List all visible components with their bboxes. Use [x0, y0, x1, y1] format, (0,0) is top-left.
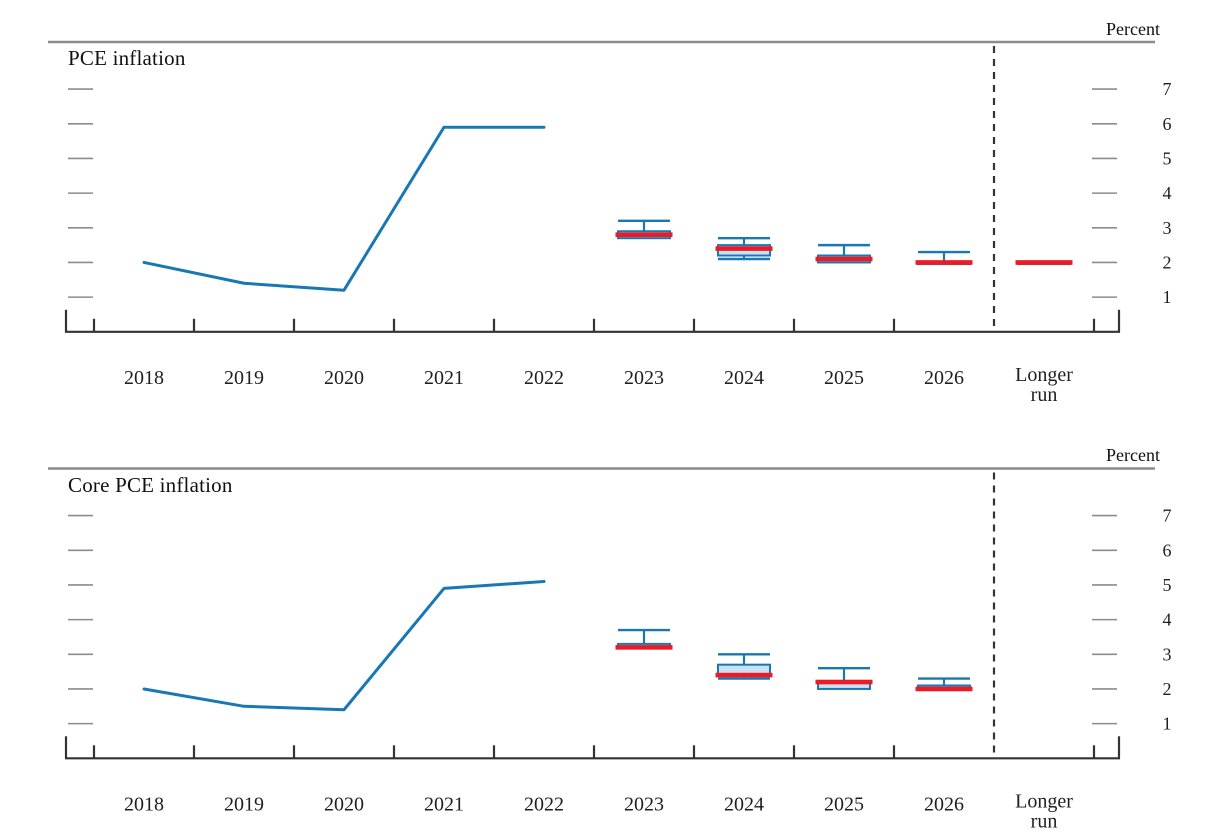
- y-tick-label: 7: [1163, 79, 1172, 99]
- x-label-year: 2026: [924, 794, 964, 816]
- x-label-year: 2021: [424, 367, 464, 389]
- pce-inflation-title: PCE inflation: [68, 46, 186, 70]
- core-pce-percent-axis-label: Percent: [1106, 445, 1160, 465]
- projection-2024: [715, 236, 773, 261]
- projection-2024: [715, 653, 773, 680]
- y-tick-label: 4: [1163, 183, 1172, 203]
- y-tick-label: 7: [1163, 506, 1172, 526]
- x-label-longer-run: Longer run: [1015, 364, 1073, 406]
- x-label-year: 2024: [724, 794, 764, 816]
- projection-2023: [615, 628, 673, 650]
- x-label-year: 2018: [124, 794, 164, 816]
- x-label-year: 2026: [924, 367, 964, 389]
- median-bar: [915, 260, 973, 265]
- projection-2026: [915, 677, 973, 692]
- x-label-year: 2021: [424, 794, 464, 816]
- y-tick-label: 5: [1163, 575, 1172, 595]
- x-label-year: 2023: [624, 794, 664, 816]
- history-line: [142, 125, 546, 292]
- x-label-year: 2020: [324, 367, 364, 389]
- median-bar: [815, 679, 873, 685]
- projection-2025: [815, 243, 873, 264]
- x-label-longer-run: Longer run: [1015, 791, 1073, 833]
- y-tick-label: 2: [1163, 679, 1172, 699]
- y-tick-label: 3: [1163, 218, 1172, 238]
- y-tick-label: 1: [1163, 287, 1172, 307]
- y-tick-label: 4: [1163, 610, 1172, 630]
- median-bar: [715, 672, 773, 678]
- y-tick-label: 1: [1163, 714, 1172, 734]
- projection-2023: [615, 219, 673, 240]
- x-label-year: 2024: [724, 367, 764, 389]
- median-bar: [1015, 260, 1073, 265]
- y-tick-label: 3: [1163, 644, 1172, 664]
- y-tick-label: 5: [1163, 148, 1172, 168]
- x-label-year: 2023: [624, 367, 664, 389]
- y-tick-label: 6: [1163, 114, 1172, 134]
- projection-2026: [915, 250, 973, 266]
- median-bar: [815, 256, 873, 262]
- x-label-year: 2022: [524, 367, 564, 389]
- projection-longer-run: [1015, 260, 1073, 266]
- x-label-year: 2019: [224, 367, 264, 389]
- x-label-year: 2025: [824, 367, 864, 389]
- core-pce-inflation-title: Core PCE inflation: [68, 473, 233, 497]
- median-bar: [715, 246, 773, 251]
- pce-inflation-panel: 1 2 3 4 5 6 7 2018 2019 2020 2021 2022 2023 2024 2025 2…: [48, 40, 1172, 406]
- x-label-year: 2020: [324, 794, 364, 816]
- median-bar: [615, 645, 673, 650]
- x-label-year: 2019: [224, 794, 264, 816]
- history-line: [142, 579, 546, 712]
- y-tick-label: 6: [1163, 540, 1172, 560]
- projection-2025: [815, 666, 873, 690]
- x-label-year: 2025: [824, 794, 864, 816]
- core-pce-inflation-panel: 1 2 3 4 5 6 7 2018 2019 2020 2021 2022 2023 2024 2025 2…: [48, 467, 1172, 833]
- median-bar: [915, 686, 973, 692]
- y-tick-label: 2: [1163, 252, 1172, 272]
- pce-percent-axis-label: Percent: [1106, 19, 1160, 39]
- median-bar: [615, 232, 673, 238]
- x-label-year: 2018: [124, 367, 164, 389]
- x-label-year: 2022: [524, 794, 564, 816]
